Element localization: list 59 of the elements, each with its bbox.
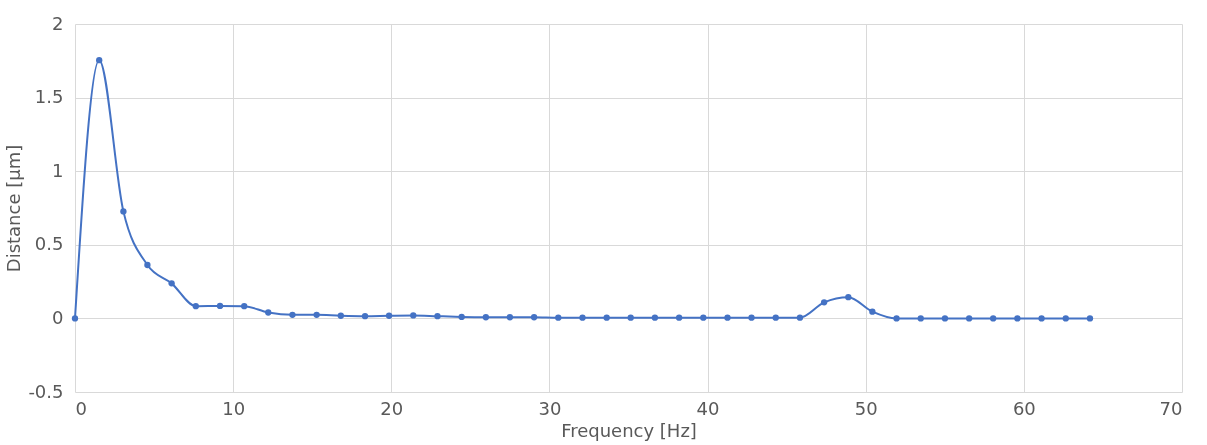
- point: [724, 314, 731, 321]
- point: [796, 314, 804, 321]
- point: [168, 280, 175, 287]
- y-tick-label: 1.5: [34, 86, 64, 108]
- x-tick-label: 20: [380, 397, 404, 419]
- point: [241, 303, 248, 310]
- point: [990, 315, 997, 322]
- point: [120, 208, 127, 215]
- point: [361, 313, 369, 320]
- point: [192, 303, 199, 310]
- point: [700, 314, 707, 321]
- y-tick-label: -0.5: [28, 380, 64, 402]
- point: [555, 314, 562, 321]
- point: [265, 309, 272, 316]
- point: [893, 315, 900, 322]
- point: [651, 314, 659, 321]
- point: [603, 314, 610, 321]
- point: [675, 314, 683, 321]
- point: [337, 312, 344, 319]
- x-tick-label: 10: [222, 397, 246, 419]
- point: [434, 313, 441, 320]
- x-tick-label: 70: [1159, 397, 1183, 419]
- point: [772, 314, 779, 321]
- point: [917, 315, 924, 322]
- point: [385, 312, 393, 319]
- y-tick-label: 2: [52, 12, 64, 34]
- x-tick-label: 30: [538, 397, 562, 419]
- point: [289, 311, 296, 319]
- point: [458, 313, 465, 321]
- point: [820, 299, 828, 306]
- point: [1086, 315, 1094, 322]
- point: [71, 315, 79, 322]
- point: [1038, 315, 1045, 322]
- point: [410, 312, 417, 319]
- point: [748, 314, 755, 321]
- y-tick-label: 0: [52, 306, 64, 328]
- point: [579, 314, 586, 321]
- x-tick-label: 50: [854, 397, 878, 419]
- x-axis-title: Frequency [Hz]: [561, 419, 697, 441]
- point: [845, 294, 852, 301]
- point: [941, 315, 949, 322]
- point: [869, 308, 876, 315]
- y-axis-title: Distance [µm]: [3, 144, 25, 273]
- y-tick-label: 1: [52, 159, 64, 181]
- y-tick-label: 0.5: [34, 233, 64, 255]
- point: [530, 314, 538, 321]
- point: [144, 261, 151, 269]
- x-tick-label: 40: [696, 397, 720, 419]
- point: [313, 311, 320, 319]
- point: [482, 314, 490, 321]
- point: [1014, 315, 1021, 322]
- point: [96, 57, 103, 64]
- point: [965, 315, 973, 322]
- point: [216, 302, 224, 310]
- point: [506, 314, 514, 321]
- x-tick-label: 60: [1012, 397, 1036, 419]
- x-tick-label: 0: [75, 397, 87, 419]
- point: [1062, 315, 1069, 322]
- point: [627, 314, 634, 321]
